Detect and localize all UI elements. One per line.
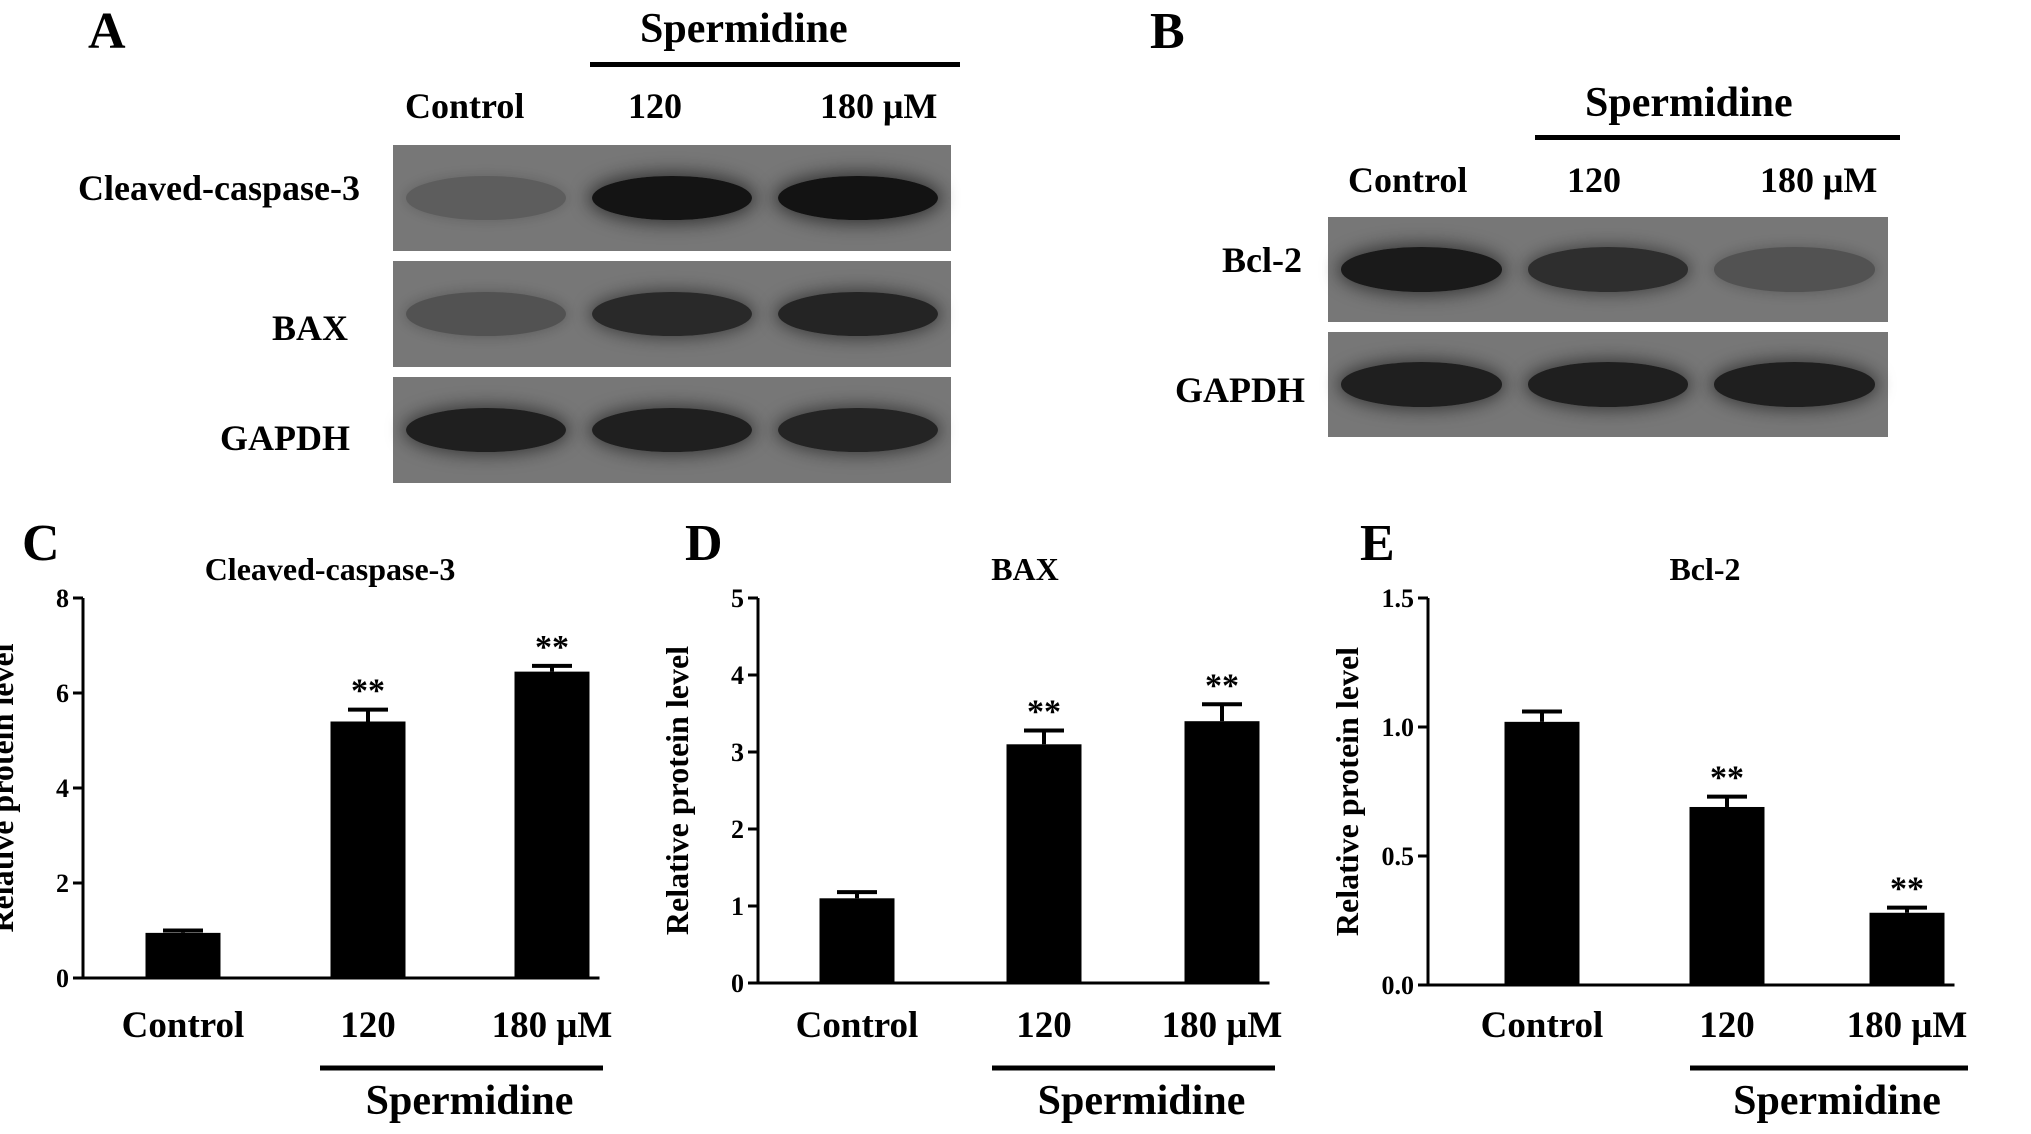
chart-c-ytick-label-3: 6 [56, 679, 69, 708]
panel-a-lane-control: Control [405, 86, 525, 126]
chart-c-title: Cleaved-caspase-3 [205, 551, 456, 587]
panel-a-blot-strip-0 [393, 145, 951, 251]
panel-letter-b: B [1150, 3, 1185, 60]
chart-c-ylabel: Relative protein level [0, 643, 20, 932]
panel-b-band-row0-lane1 [1527, 247, 1689, 292]
panel-b-band-row1-lane2 [1714, 362, 1875, 407]
chart-e-ytick-label-1: 0.5 [1382, 842, 1415, 871]
chart-d-significance-1: ** [1027, 693, 1061, 730]
chart-c-xtick-label-1: 120 [340, 1005, 396, 1046]
chart-c-ytick-label-1: 2 [56, 869, 69, 898]
chart-e-significance-1: ** [1710, 760, 1744, 797]
chart-e-significance-2: ** [1890, 871, 1924, 908]
panel-a-band-row0-lane1 [592, 175, 752, 221]
chart-d-xtick-label-2: 180 μM [1162, 1005, 1283, 1046]
panel-a-group-label: Spermidine [640, 6, 848, 52]
chart-d-ytick-label-2: 2 [731, 815, 744, 844]
panel-b-band-row1-lane1 [1527, 362, 1689, 407]
chart-d-xtick-label-0: Control [796, 1005, 919, 1046]
chart-e-bar-1 [1689, 806, 1765, 985]
chart-e-xtick-label-1: 120 [1699, 1005, 1755, 1046]
chart-c-bar-2 [514, 671, 590, 978]
chart-c-ytick-label-0: 0 [56, 964, 69, 993]
chart-d-ytick-label-3: 3 [731, 738, 744, 767]
chart-c-bar-0 [145, 932, 221, 978]
panel-b-row-label-bcl-2: Bcl-2 [1222, 240, 1302, 280]
panel-b-band-row1-lane0 [1341, 362, 1502, 407]
chart-e-ylabel: Relative protein level [1329, 647, 1365, 936]
panel-a-band-row0-lane2 [778, 175, 938, 221]
panel-a-band-row1-lane2 [778, 291, 938, 337]
chart-c-ytick-label-4: 8 [56, 584, 69, 613]
panel-a-lane-180: 180 μM [820, 86, 938, 126]
panel-b-group-rule [1535, 135, 1900, 140]
chart-d-significance-2: ** [1205, 667, 1239, 704]
panel-b-lane-120: 120 [1567, 160, 1621, 200]
chart-c-xtick-label-2: 180 μM [492, 1005, 613, 1046]
chart-e-bar-0 [1504, 721, 1580, 985]
chart-e-ytick-label-0: 0.0 [1382, 971, 1415, 1000]
panel-a-group-rule [590, 62, 960, 67]
chart-e-panel-letter: E [1360, 515, 1395, 572]
panel-b-lane-180: 180 μM [1760, 160, 1878, 200]
panel-a-band-row2-lane0 [406, 407, 566, 453]
chart-e-group-label: Spermidine [1733, 1078, 1941, 1124]
chart-c-xtick-label-0: Control [122, 1005, 245, 1046]
panel-a-band-row2-lane1 [592, 407, 752, 453]
panel-a-row-label-bax: BAX [272, 308, 349, 348]
panel-a-band-row1-lane0 [406, 291, 566, 337]
chart-d-bar-1 [1006, 744, 1082, 983]
chart-e-xtick-label-2: 180 μM [1847, 1005, 1968, 1046]
chart-d-title: BAX [991, 551, 1059, 587]
panel-b-western-blot [1328, 217, 1888, 437]
chart-d-xtick-label-1: 120 [1016, 1005, 1072, 1046]
panel-b-lane-control: Control [1348, 160, 1468, 200]
chart-c-significance-2: ** [535, 629, 569, 666]
panel-a-band-row0-lane0 [406, 175, 566, 221]
chart-d-bar-0 [819, 898, 895, 983]
chart-d-group-label: Spermidine [1038, 1078, 1246, 1124]
panel-a-band-row1-lane1 [592, 291, 752, 337]
panel-a-row-label-cleaved-caspase-3: Cleaved-caspase-3 [78, 168, 360, 208]
panel-a-blot-strip-2 [393, 377, 951, 483]
chart-d-ytick-label-0: 0 [731, 969, 744, 998]
chart-e-bar-2 [1869, 912, 1945, 985]
chart-d-bar-2 [1184, 721, 1260, 983]
chart-c-bar-1 [330, 721, 406, 978]
chart-d-ylabel: Relative protein level [659, 646, 695, 935]
panel-a-row-label-gapdh: GAPDH [220, 418, 350, 458]
chart-d-panel-letter: D [685, 515, 723, 572]
panel-a-western-blot [393, 145, 951, 483]
chart-e-ytick-label-2: 1.0 [1382, 713, 1415, 742]
panel-a-lane-120: 120 [628, 86, 682, 126]
chart-c-panel-letter: C [22, 515, 60, 572]
panel-a-blot-strip-1 [393, 261, 951, 367]
panel-b-group-label: Spermidine [1585, 80, 1793, 126]
panel-b-blot-strip-1 [1328, 332, 1888, 437]
chart-d-ytick-label-5: 5 [731, 584, 744, 613]
chart-c-ytick-label-2: 4 [56, 774, 69, 803]
chart-d-ytick-label-1: 1 [731, 892, 744, 921]
chart-c-group-label: Spermidine [366, 1078, 574, 1124]
chart-e-xtick-label-0: Control [1481, 1005, 1604, 1046]
panel-b-band-row0-lane0 [1341, 247, 1502, 292]
chart-e-ytick-label-3: 1.5 [1382, 584, 1415, 613]
chart-e-title: Bcl-2 [1669, 551, 1740, 587]
panel-b-blot-strip-0 [1328, 217, 1888, 322]
panel-b-band-row0-lane2 [1714, 247, 1875, 292]
panel-b-row-label-gapdh: GAPDH [1175, 370, 1305, 410]
panel-letter-a: A [88, 3, 126, 60]
chart-c-significance-1: ** [351, 673, 385, 710]
panel-a-band-row2-lane2 [778, 407, 938, 453]
chart-d-ytick-label-4: 4 [731, 661, 744, 690]
